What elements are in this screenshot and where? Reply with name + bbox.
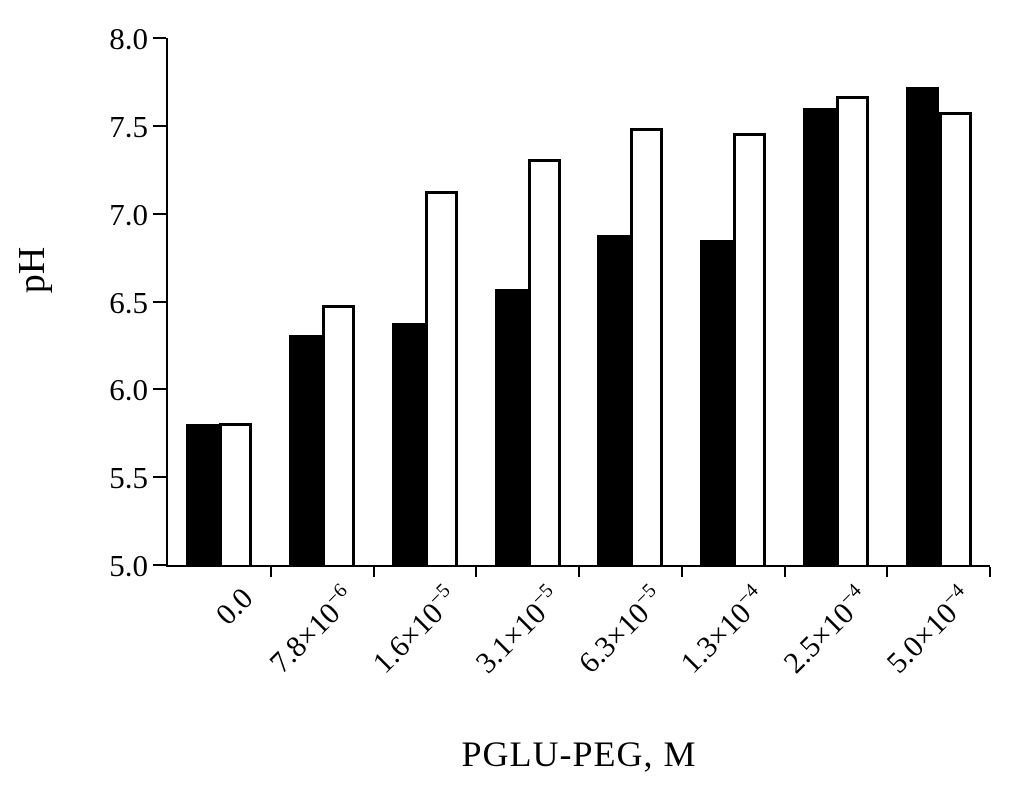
y-tick-label: 7.0 <box>109 196 148 232</box>
bar-open <box>938 111 972 565</box>
bar-open <box>630 127 664 565</box>
x-tick-label: 5.0×10−4 <box>880 579 969 680</box>
x-tick-mark <box>886 567 889 577</box>
y-tick-label: 6.0 <box>109 372 148 408</box>
exponent: −5 <box>527 579 558 611</box>
x-tick-mark <box>475 567 478 577</box>
x-tick-label: 0.0 <box>209 581 260 632</box>
bar-open <box>835 95 869 565</box>
y-tick-mark <box>153 124 166 127</box>
x-tick-mark <box>680 567 683 577</box>
y-tick-mark <box>153 300 166 303</box>
x-tick-mark <box>783 567 786 577</box>
bar-open <box>424 190 458 565</box>
x-axis-line <box>166 565 990 567</box>
y-axis-line <box>166 38 168 567</box>
bar-filled <box>700 240 734 565</box>
bar-filled <box>597 234 631 565</box>
bar-filled <box>186 424 220 565</box>
x-tick-mark <box>372 567 375 577</box>
x-axis-title: PGLU-PEG, M <box>461 734 697 774</box>
bar-open <box>322 305 356 565</box>
bar-open <box>219 422 253 565</box>
bar-filled <box>494 289 528 565</box>
x-tick-label: 7.8×10−6 <box>263 579 353 680</box>
exponent: −5 <box>424 579 455 611</box>
bar-filled <box>391 322 425 565</box>
y-tick-mark <box>153 388 166 391</box>
exponent: −5 <box>629 579 661 611</box>
exponent: −6 <box>321 579 353 611</box>
y-tick-label: 5.0 <box>109 548 148 583</box>
x-tick-label: 3.1×10−5 <box>469 579 558 680</box>
bar-filled <box>802 108 836 565</box>
bar-filled <box>905 87 939 565</box>
y-tick-label: 8.0 <box>109 21 148 56</box>
x-tick-label: 1.6×10−5 <box>366 579 455 680</box>
y-axis-label: pH <box>11 246 53 294</box>
x-tick-label: 2.5×10−4 <box>777 579 866 680</box>
x-tick-label: 6.3×10−5 <box>572 579 661 680</box>
bar-filled <box>289 334 323 565</box>
y-tick-mark <box>153 37 166 39</box>
y-tick-label: 7.5 <box>109 108 148 144</box>
x-tick-mark <box>989 567 991 577</box>
exponent: −4 <box>835 579 866 611</box>
plot-area: 5.0 5.5 6.0 6.5 7.0 7.5 8.0 0.0 7.8×10−6 1.6×10−5… <box>109 23 991 680</box>
bar-open <box>527 159 561 565</box>
x-tick-mark <box>269 567 272 577</box>
y-tick-mark <box>153 212 166 215</box>
y-tick-mark <box>153 564 166 566</box>
x-tick-label: 1.3×10−4 <box>674 579 764 680</box>
y-tick-label: 6.5 <box>109 284 148 320</box>
exponent: −4 <box>938 579 969 611</box>
y-tick-mark <box>153 476 166 479</box>
x-tick-mark <box>578 567 580 577</box>
exponent: −4 <box>732 579 764 611</box>
y-tick-label: 5.5 <box>109 460 148 496</box>
bar-open <box>733 132 767 565</box>
